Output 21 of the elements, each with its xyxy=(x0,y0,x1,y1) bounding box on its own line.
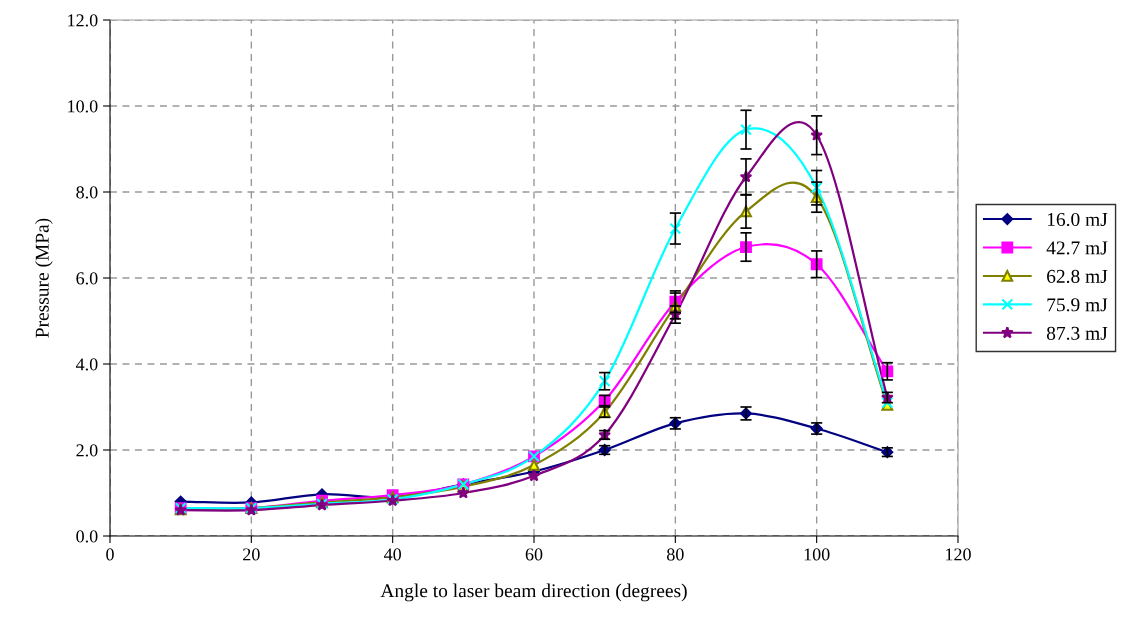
legend-label: 62.8 mJ xyxy=(1047,269,1108,284)
y-tick-label: 6.0 xyxy=(76,272,98,285)
y-tick-label: 8.0 xyxy=(76,186,98,199)
x-tick-label: 120 xyxy=(946,548,971,561)
x-tick-label: 80 xyxy=(666,548,684,561)
legend-label: 75.9 mJ xyxy=(1047,298,1108,312)
legend-label: 16.0 mJ xyxy=(1047,212,1108,227)
y-tick-label: 12.0 xyxy=(68,14,98,27)
x-tick-label: 20 xyxy=(243,548,260,561)
y-tick-label: 0.0 xyxy=(76,530,98,543)
x-tick-label: 0 xyxy=(106,548,114,561)
y-tick-label: 4.0 xyxy=(75,358,98,371)
x-tick-label: 40 xyxy=(383,548,402,561)
y-tick-label: 2.0 xyxy=(76,444,98,457)
y-axis-title: Pressure (MPa) xyxy=(35,218,53,338)
x-tick-label: 60 xyxy=(525,548,543,561)
y-tick-label: 10.0 xyxy=(68,100,98,113)
legend-label: 87.3 mJ xyxy=(1046,326,1108,340)
legend-label: 42.7 mJ xyxy=(1046,241,1108,255)
x-axis-title: Angle to laser beam direction (degrees) xyxy=(380,583,687,602)
x-tick-label: 100 xyxy=(804,548,830,561)
